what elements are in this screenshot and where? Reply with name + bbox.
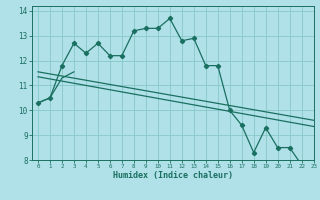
X-axis label: Humidex (Indice chaleur): Humidex (Indice chaleur) bbox=[113, 171, 233, 180]
